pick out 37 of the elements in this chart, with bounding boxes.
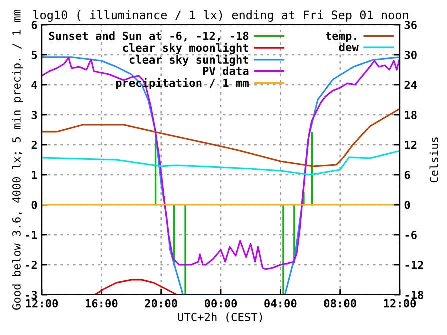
- y2-axis-title: Celsius: [430, 138, 438, 183]
- y2-tick-label: 24: [404, 80, 418, 90]
- y2-tick-label: 0: [404, 200, 410, 210]
- y-tick-label: -3: [26, 290, 38, 300]
- y2-tick-label: -18: [406, 290, 424, 300]
- y-axis-title: Good below 3.6, 4000 lx; 5 min precip. / 1 mm: [12, 10, 24, 310]
- x-tick-label: 08:00: [324, 299, 356, 308]
- y-tick-label: 5: [32, 51, 38, 60]
- y2-tick-label: 36: [404, 20, 417, 30]
- y-tick-label: -2: [26, 260, 37, 270]
- y2-tick-label: 6: [404, 170, 410, 180]
- legend-label: dew: [339, 42, 359, 52]
- y-tick-label: 3: [32, 110, 38, 120]
- y-tick-label: -1: [26, 231, 38, 240]
- x-tick-label: 12:00: [26, 299, 58, 308]
- y-tick-label: 6: [32, 20, 38, 30]
- x-tick-label: 16:00: [86, 299, 118, 308]
- x-tick-label: 00:00: [204, 299, 238, 308]
- legend-label: temp.: [326, 32, 356, 42]
- x-tick-label: 04:00: [264, 299, 297, 308]
- y2-tick-label: 12: [405, 140, 417, 150]
- x-tick-label: 20:00: [145, 299, 178, 308]
- y2-tick-label: -12: [406, 260, 424, 270]
- legend-label: Sunset and Sun at -6, -12, -18: [49, 32, 249, 42]
- y2-tick-label: 30: [404, 50, 417, 60]
- chart-title: log10 ( illuminance / 1 lx) ending at Fri Sep 01 noon: [34, 10, 408, 22]
- legend-label: PV data: [203, 66, 249, 76]
- y-tick-label: 0: [32, 200, 38, 210]
- y-tick-label: 4: [32, 81, 38, 90]
- y2-tick-label: 18: [405, 110, 417, 120]
- y-tick-label: 2: [32, 140, 37, 150]
- y-tick-label: 1: [32, 171, 38, 180]
- legend-label: clear sky moonlight: [123, 42, 248, 54]
- legend-label: clear sky sunlight: [130, 54, 248, 66]
- x-axis-title: UTC+2h (CEST): [178, 312, 262, 323]
- y2-tick-label: -6: [406, 230, 417, 240]
- x-tick-label: 12:00: [384, 299, 416, 308]
